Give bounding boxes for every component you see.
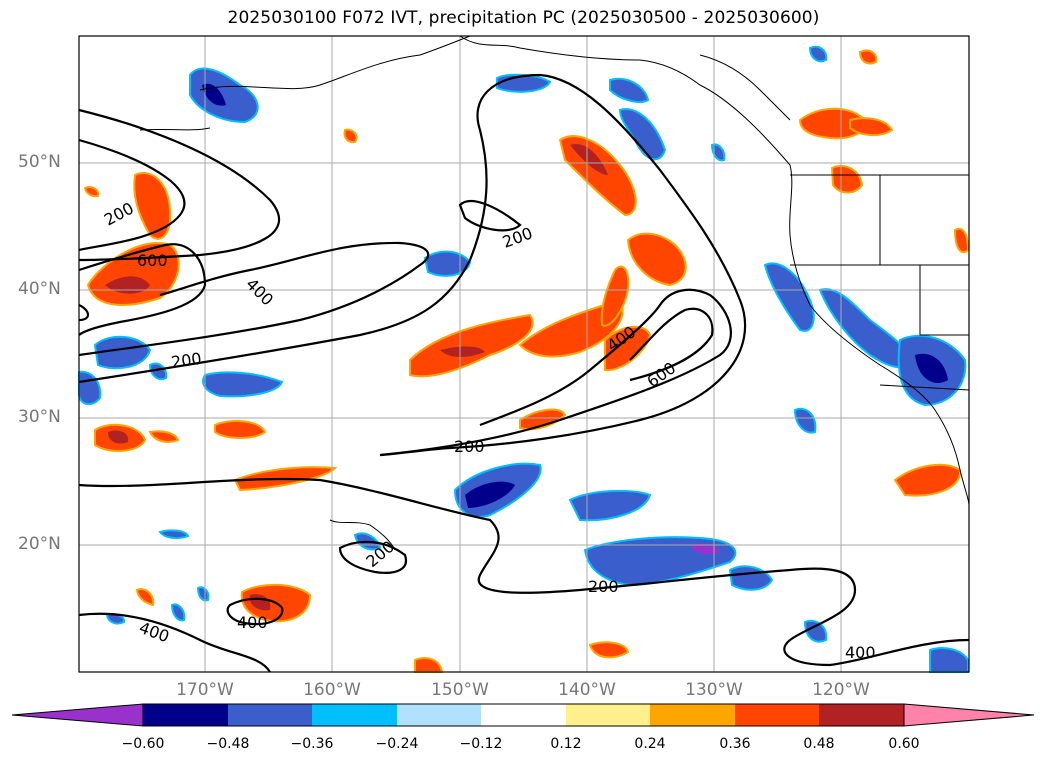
coastlines [139, 35, 970, 551]
lat-label: 50°N [18, 152, 61, 172]
colorbar-tick: 0.36 [719, 736, 751, 752]
lon-label: 150°W [431, 680, 489, 700]
colorbar-bin [312, 704, 397, 726]
colorbar-bin [650, 704, 735, 726]
colorbar-tick: −0.12 [459, 736, 503, 752]
colorbar-tick: 0.12 [550, 736, 582, 752]
lat-label: 20°N [18, 534, 61, 554]
map-background [79, 36, 969, 672]
lon-label: 160°W [303, 680, 361, 700]
colorbar-min-extend [11, 703, 144, 727]
colorbar-bin [481, 704, 566, 726]
colorbar-bin [566, 704, 650, 726]
lat-label: 40°N [18, 279, 61, 299]
colorbar-bin [228, 704, 312, 726]
colorbar-tick: −0.60 [121, 736, 165, 752]
colorbar-tick: 0.60 [888, 736, 920, 752]
colorbar-bin [735, 704, 819, 726]
ivt-label: 200 [454, 437, 485, 456]
lon-label: 130°W [685, 680, 743, 700]
colorbar-outline [142, 703, 905, 727]
colorbar [11, 703, 1035, 727]
colorbar-tick: −0.36 [290, 736, 334, 752]
lon-label: 170°W [176, 680, 234, 700]
lon-label: 120°W [812, 680, 870, 700]
ivt-label: 400 [845, 643, 876, 662]
map-frame [78, 35, 970, 673]
colorbar-max-extend [903, 703, 1035, 727]
colorbar-bin [397, 704, 481, 726]
colorbar-tick: 0.48 [803, 736, 835, 752]
gridlines [79, 36, 969, 672]
colorbar-tick: −0.48 [206, 736, 250, 752]
ivt-label: 600 [137, 251, 168, 270]
colorbar-bin [819, 704, 904, 726]
colorbar-bin [143, 704, 228, 726]
colorbar-tick: 0.24 [634, 736, 666, 752]
lat-label: 30°N [18, 407, 61, 427]
negative-precip-areas [78, 45, 969, 673]
ivt-label: 400 [237, 613, 268, 632]
ivt-contours [78, 73, 970, 673]
ivt-label: 200 [588, 577, 619, 596]
lon-label: 140°W [558, 680, 616, 700]
ivt-label: 200 [170, 349, 203, 372]
map-title: 2025030100 F072 IVT, precipitation PC (2… [227, 8, 820, 28]
colorbar-tick: −0.24 [375, 736, 419, 752]
